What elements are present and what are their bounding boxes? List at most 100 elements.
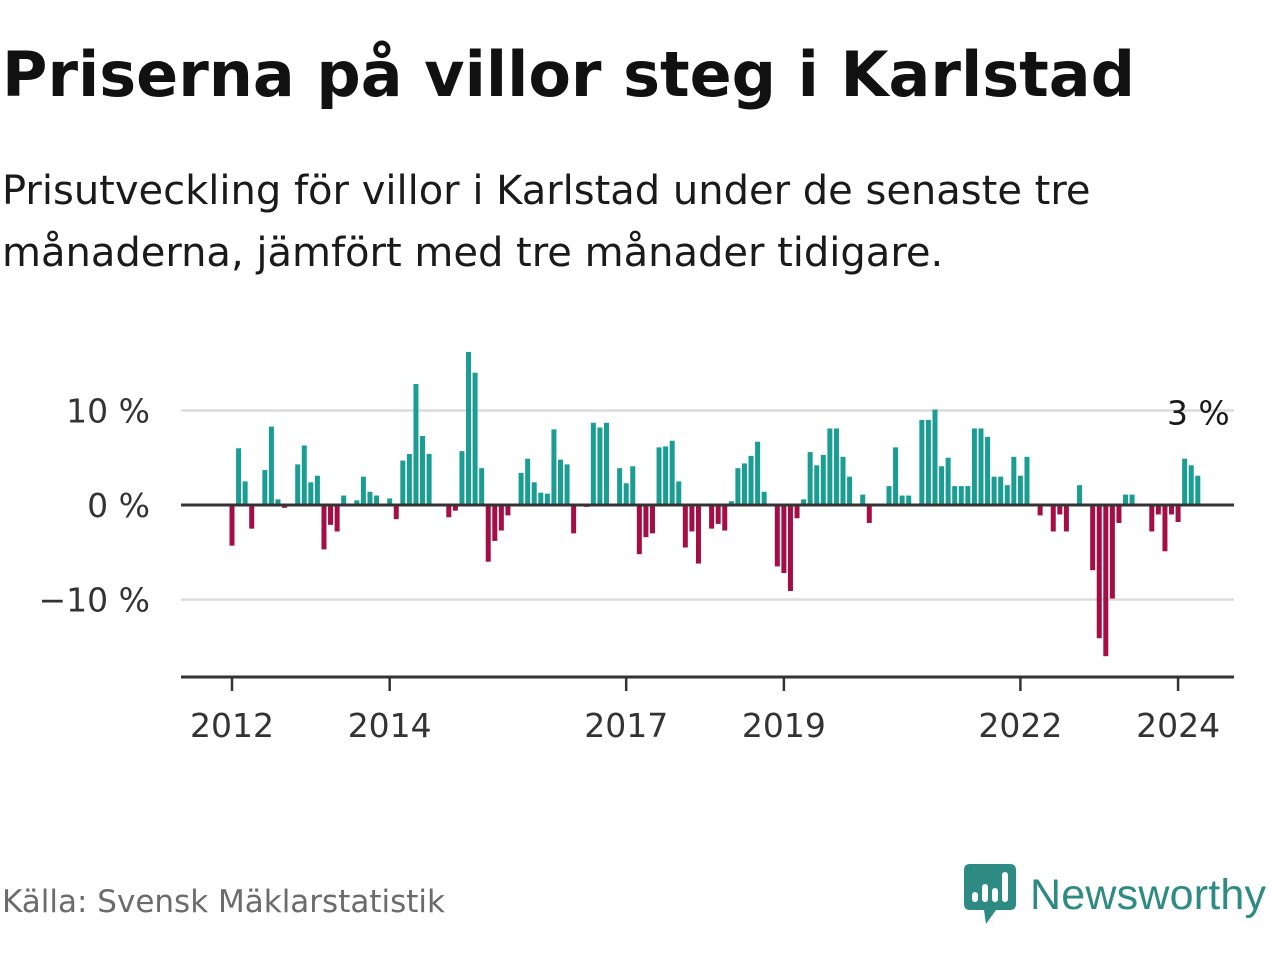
bar [971,428,977,505]
bar [787,505,793,591]
bar [590,422,596,505]
bar [406,453,412,505]
bar [1017,475,1023,505]
bar [715,505,721,524]
bar [794,505,800,519]
bar [932,409,938,505]
bar [741,463,747,505]
bar [893,447,899,505]
bar [899,495,905,505]
newsworthy-logo[interactable]: Newsworthy [964,864,1266,926]
bar [1169,505,1175,515]
bar [991,476,997,505]
bar [505,505,511,516]
bar [1096,505,1102,639]
bar [1004,485,1010,505]
bar [840,456,846,505]
bar [623,483,629,505]
chart-subtitle: Prisutveckling för villor i Karlstad und… [2,168,1091,276]
bar [360,476,366,505]
x-tick-label: 2022 [978,706,1062,745]
bar [978,428,984,505]
bar [1155,505,1161,515]
bar [820,454,826,505]
bar [236,448,242,505]
bar [374,495,380,505]
axes [181,503,1234,691]
bar-chart: 10 % 0 % −10 % 2012 2014 2017 2019 2022 2024 3 % [39,351,1234,746]
last-value-label: 3 % [1167,394,1230,433]
bar [229,505,235,546]
bar [755,441,761,505]
bar [571,505,577,534]
bar [295,464,301,505]
bar [906,495,912,505]
x-tick-label: 2017 [584,706,668,745]
bar [774,505,780,567]
y-tick-label: 10 % [66,392,150,431]
bar [636,505,642,555]
bar [564,464,570,505]
bar [781,505,787,574]
bar [682,505,688,548]
bar [663,446,669,505]
bar [952,486,958,505]
bar [833,428,839,505]
bar [728,501,734,505]
bar [400,460,406,505]
bar [1109,505,1115,599]
bar [275,499,281,505]
bar [485,505,491,562]
y-tick-label: −10 % [39,581,151,620]
bar [939,466,945,505]
bar [328,505,334,525]
bar [1123,494,1129,505]
y-tick-label: 0 % [87,486,150,525]
bar [387,498,393,505]
gridlines [181,409,1234,601]
bar [446,505,452,518]
bar [630,466,636,505]
bar [518,472,524,505]
bar [334,505,340,532]
bar [998,476,1004,505]
bar [249,505,255,529]
bar [531,482,537,505]
bar [413,384,419,505]
bar [617,468,623,505]
bar [1195,475,1201,505]
bar [807,452,813,505]
bar [689,505,695,532]
bar [538,492,544,506]
bar [492,505,498,541]
bar [860,494,866,505]
bar [1037,505,1043,516]
axis-labels: 10 % 0 % −10 % 2012 2014 2017 2019 2022 2024 3 % [39,392,1230,746]
bar [459,451,465,505]
bar [827,428,833,505]
bar [669,440,675,505]
bar [1129,494,1135,505]
bar [597,427,603,505]
bar [1162,505,1168,552]
logo-text: Newsworthy [1030,870,1267,919]
source-text: Källa: Svensk Mäklarstatistik [2,884,445,920]
bar [1188,465,1194,505]
bar [676,481,682,506]
bar [1050,505,1056,532]
bar [649,505,655,534]
chart-title: Priserna på villor steg i Karlstad [2,38,1135,111]
bar [748,455,754,505]
bar [866,505,872,523]
bar [308,482,314,505]
bar [472,372,478,505]
bar [544,493,550,505]
bar [1149,505,1155,532]
bar [695,505,701,564]
bar [1063,505,1069,532]
bar [466,351,472,505]
bar [426,453,432,505]
bar [420,436,426,505]
bar [321,505,327,550]
bar [1077,485,1083,505]
